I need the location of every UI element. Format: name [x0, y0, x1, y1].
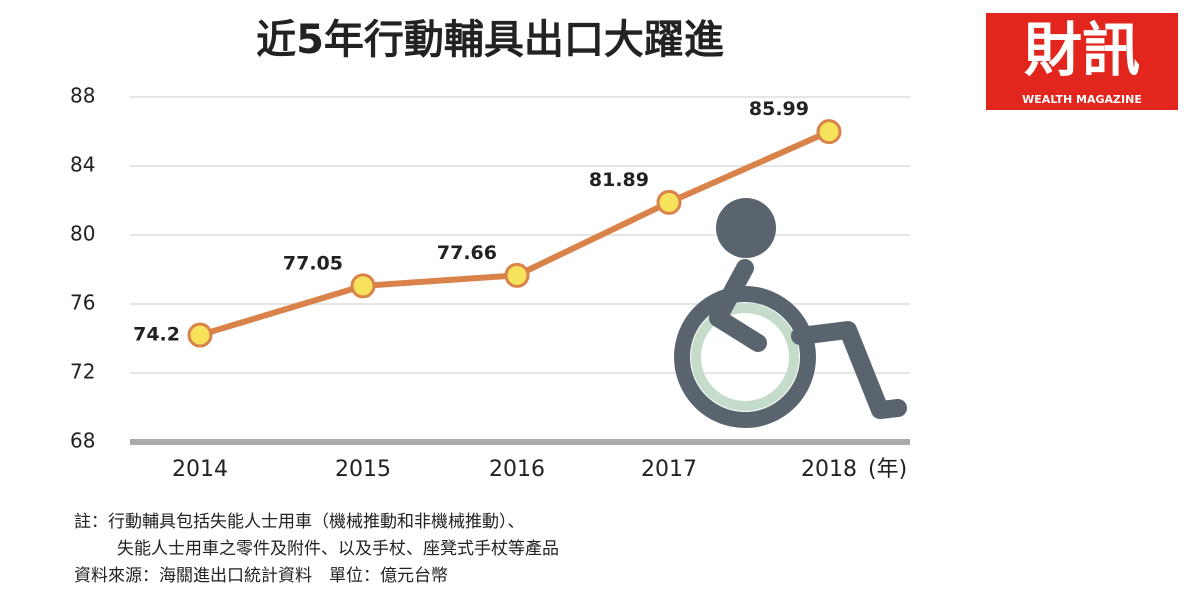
marker	[187, 322, 213, 348]
y-tick-label: 68	[70, 429, 95, 453]
x-tick-label: 2017	[641, 457, 697, 482]
marker	[656, 189, 682, 215]
y-tick-label: 84	[70, 153, 95, 177]
chart-title: 近5年行動輔具出口大躍進	[256, 17, 724, 63]
data-label: 81.89	[589, 169, 649, 191]
marker	[504, 262, 530, 288]
x-tick-label: 2014	[172, 457, 228, 482]
y-tick-label: 72	[70, 360, 95, 384]
logo-bg	[986, 13, 1178, 110]
marker	[816, 119, 842, 145]
data-label: 74.2	[133, 324, 180, 346]
note: 資料來源：海關進出口統計資料 單位：億元台幣	[74, 566, 448, 586]
wheelchair-icon	[674, 198, 907, 428]
x-tick-label: 2018	[801, 457, 857, 482]
y-tick-label: 80	[70, 222, 95, 246]
note: 註：行動輔具包括失能人士用車（機械推動和非機械推動）、	[74, 512, 525, 532]
y-tick-label: 76	[70, 291, 95, 315]
logo-subtitle: WEALTH MAGAZINE	[1022, 93, 1142, 106]
x-tick-label: 2016	[489, 457, 545, 482]
data-label: 77.05	[283, 252, 343, 274]
note: 失能人士用車之零件及附件、以及手杖、座凳式手杖等產品	[117, 539, 559, 559]
x-unit-label: (年)	[868, 457, 907, 482]
logo: 財訊 WEALTH MAGAZINE	[986, 13, 1178, 110]
data-label: 85.99	[749, 98, 809, 120]
data-label: 77.66	[437, 242, 497, 264]
x-tick-label: 2015	[335, 457, 391, 482]
logo-text: 財訊	[1024, 16, 1140, 84]
marker	[350, 273, 376, 299]
notes: 註：行動輔具包括失能人士用車（機械推動和非機械推動）、失能人士用車之零件及附件、…	[74, 512, 559, 586]
y-tick-label: 88	[70, 84, 95, 108]
